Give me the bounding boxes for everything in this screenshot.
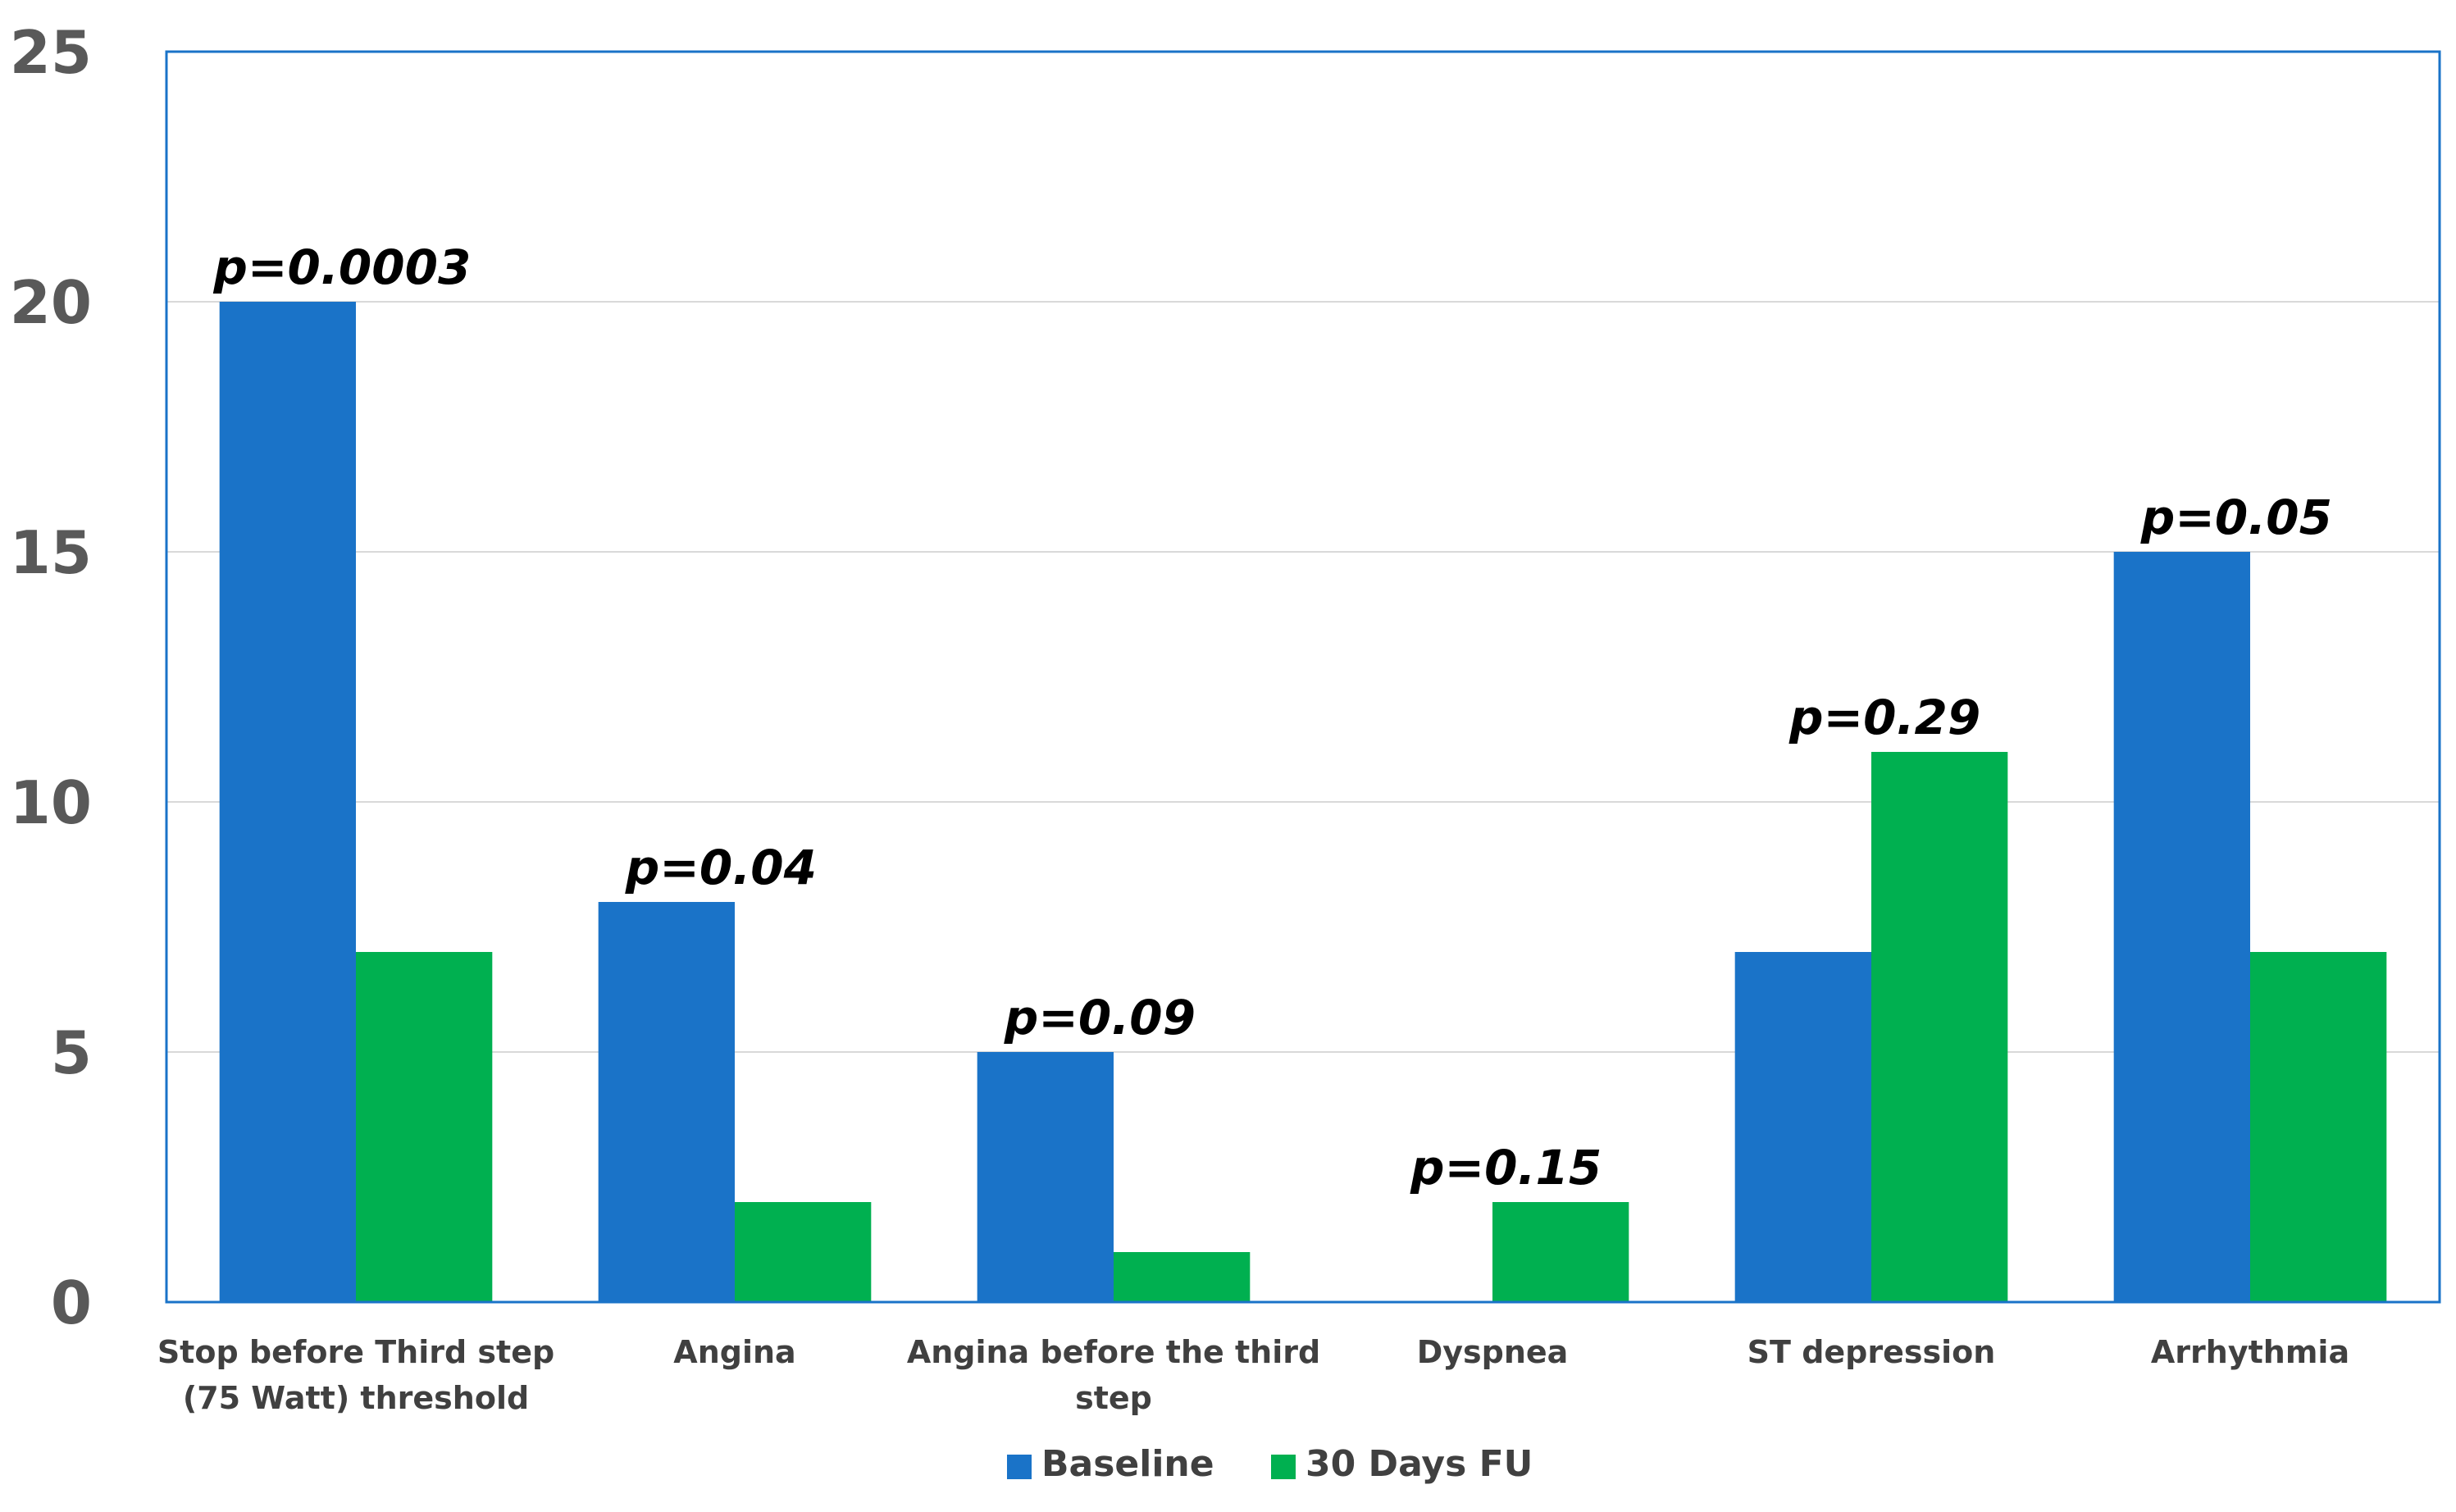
bar-baseline-4	[1734, 952, 1871, 1302]
y-tick-label: 25	[10, 18, 92, 87]
legend-swatch-baseline	[1007, 1455, 1032, 1479]
x-tick-label: Angina before the third step	[907, 1334, 1320, 1416]
y-tick-label: 20	[10, 268, 92, 337]
bar-30-days-fu-4	[1871, 752, 2008, 1302]
p-value-label: p=0.05	[2140, 490, 2332, 545]
bar-30-days-fu-5	[2250, 952, 2387, 1302]
p-value-label: p=0.0003	[212, 239, 471, 295]
y-axis-tick-labels: 0 5 10 15 20 25	[10, 18, 92, 1337]
x-tick-label: ST depression	[1747, 1334, 1996, 1370]
y-tick-label: 10	[10, 768, 92, 837]
legend-swatch-30-days-fu	[1271, 1455, 1296, 1479]
bar-baseline-1	[598, 902, 735, 1302]
plot-area-border	[165, 50, 2441, 1304]
x-tick-label: Stop before Third step (75 Watt) threshol…	[157, 1334, 554, 1416]
x-axis-tick-labels: Stop before Third step (75 Watt) threshol…	[157, 1334, 2349, 1416]
bar-baseline-0	[219, 302, 356, 1302]
legend-label: Baseline	[1041, 1443, 1214, 1485]
p-value-label: p=0.09	[1004, 990, 1196, 1045]
y-tick-label: 0	[51, 1268, 92, 1337]
gridlines	[166, 301, 2440, 1053]
p-value-label: p=0.15	[1410, 1140, 1602, 1195]
p-value-annotations: p=0.0003 p=0.04 p=0.09 p=0.15 p=0.29 p=0.05	[212, 239, 2332, 1195]
bar-30-days-fu-2	[1114, 1252, 1251, 1302]
bar-30-days-fu-1	[735, 1202, 872, 1302]
x-tick-label: Angina	[673, 1334, 795, 1370]
y-tick-label: 15	[10, 518, 92, 587]
legend: Baseline 30 Days FU	[1007, 1443, 1533, 1485]
bar-baseline-2	[977, 1052, 1114, 1302]
p-value-label: p=0.04	[625, 840, 817, 895]
x-tick-label: Dyspnea	[1417, 1334, 1569, 1370]
bar-30-days-fu-0	[356, 952, 493, 1302]
bar-baseline-5	[2113, 552, 2250, 1302]
p-value-label: p=0.29	[1788, 690, 1980, 745]
legend-label: 30 Days FU	[1305, 1443, 1533, 1485]
bars	[219, 302, 2387, 1302]
y-tick-label: 5	[51, 1018, 92, 1087]
x-tick-label: Arrhythmia	[2151, 1334, 2349, 1370]
bar-30-days-fu-3	[1492, 1202, 1629, 1302]
